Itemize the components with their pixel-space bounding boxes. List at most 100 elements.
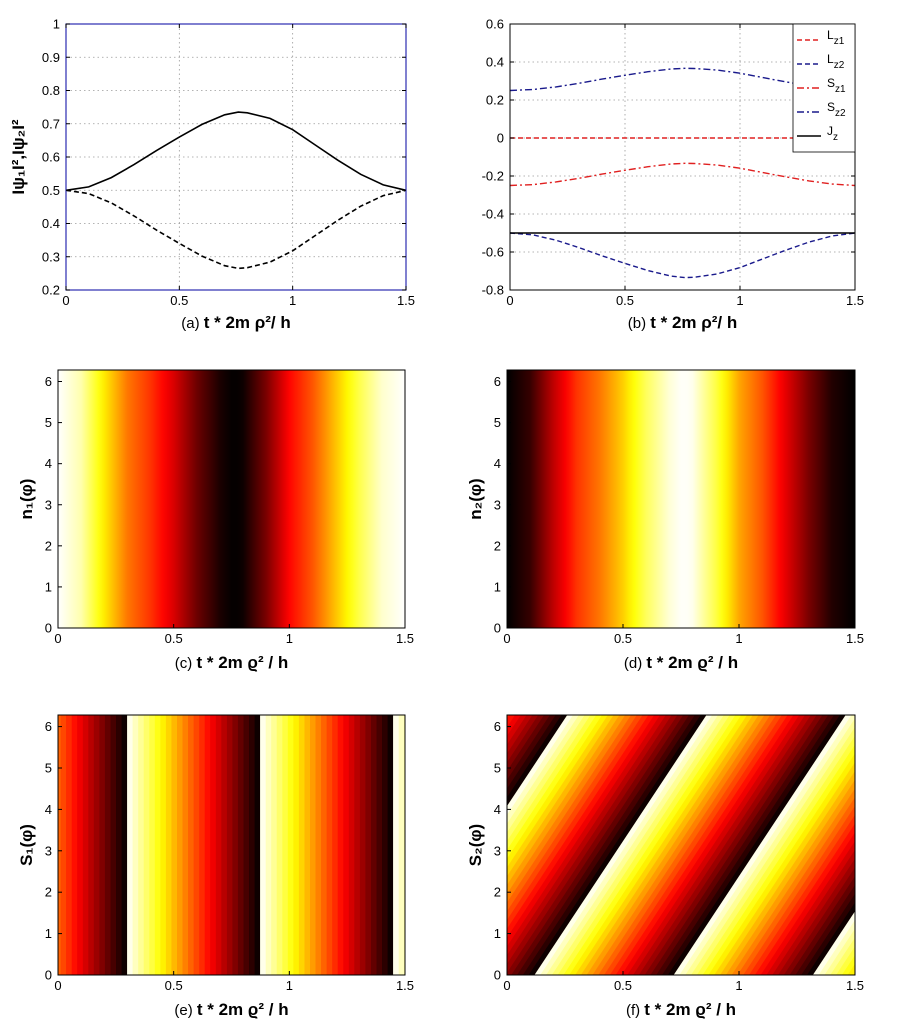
heat-band [210, 715, 217, 975]
heat-band [662, 715, 841, 975]
heat-band [410, 715, 416, 975]
y-tick-label: 2 [494, 538, 501, 553]
x-tick-label: 0 [54, 631, 61, 646]
heat-band [293, 715, 300, 975]
heat-band [708, 753, 855, 975]
legend-label: Sz1 [827, 76, 846, 95]
heat-band [789, 876, 855, 975]
x-tick-label: 0.5 [616, 293, 634, 308]
heat-band [638, 715, 818, 975]
legend-label: Sz2 [827, 100, 846, 119]
panel-a-grid [65, 23, 407, 291]
heat-band [818, 920, 855, 975]
panel-a-xlabel: (a) t * 2m ρ²/ h [181, 313, 291, 332]
heat-band [534, 715, 713, 975]
heat-band [199, 715, 206, 975]
heat-band [276, 715, 283, 975]
heat-band [731, 788, 855, 975]
panel-f: 0 0.5 1 1.5 0 1 2 3 4 5 6 S₂(φ) (f) t * 2m ϱ² / h [466, 714, 900, 1019]
y-tick-label: 5 [45, 760, 52, 775]
heat-band [193, 715, 200, 975]
heat-band [304, 715, 311, 975]
heat-band [449, 715, 455, 975]
y-tick-label: 0 [45, 621, 52, 636]
y-tick-label: 3 [45, 497, 52, 512]
legend-label: Lz1 [827, 28, 845, 47]
x-tick-label: 1 [736, 293, 743, 308]
heat-band [460, 715, 466, 975]
y-tick-label: 0.4 [42, 216, 60, 231]
x-tick-label: 0.5 [614, 978, 632, 993]
heat-band [232, 715, 239, 975]
heat-band [644, 715, 824, 975]
heat-band [438, 715, 444, 975]
panel-d-ylabel: n₂(φ) [466, 478, 485, 519]
heat-band [398, 715, 405, 975]
panel-d-frame [506, 369, 856, 629]
y-tick-label: 6 [45, 374, 52, 389]
heat-band [766, 841, 855, 975]
heat-band [93, 715, 100, 975]
heat-band [691, 727, 855, 975]
heat-band [359, 715, 367, 975]
heat-band [749, 814, 855, 975]
x-tick-label: 1.5 [846, 293, 864, 308]
heat-band [298, 715, 306, 975]
heat-band [737, 797, 855, 975]
legend-label: Jz [827, 124, 838, 143]
heat-band [321, 715, 328, 975]
heat-band [165, 715, 172, 975]
heat-band [546, 715, 725, 975]
heat-band [127, 715, 134, 975]
heat-band [778, 858, 855, 975]
y-tick-label: 6 [45, 719, 52, 734]
panel-e-frame [57, 714, 406, 976]
heat-band [315, 715, 322, 975]
heat-band [376, 715, 383, 975]
x-tick-label: 1 [735, 631, 742, 646]
heat-band [760, 832, 855, 975]
heat-band [348, 715, 355, 975]
y-tick-label: 0.6 [486, 17, 504, 32]
series-line-2 [65, 189, 407, 270]
heat-band [557, 715, 737, 975]
heat-band [604, 715, 783, 975]
heat-band [110, 715, 117, 975]
heat-band [871, 715, 900, 975]
heat-band [381, 715, 389, 975]
heat-band [282, 715, 289, 975]
heat-band [116, 715, 123, 975]
y-tick-label: -0.6 [482, 245, 504, 260]
heat-band [393, 715, 400, 975]
x-tick-label: 1.5 [846, 631, 864, 646]
y-tick-label: 4 [45, 456, 52, 471]
y-tick-label: 5 [494, 415, 501, 430]
heatmap-c [58, 370, 405, 628]
heat-band [725, 779, 855, 975]
heat-band [337, 715, 344, 975]
heat-band [586, 715, 766, 975]
heat-band [667, 715, 847, 975]
panel-d-xlabel: (d) t * 2m ϱ² / h [624, 653, 738, 672]
panel-b-xlabel: (b) t * 2m ρ²/ h [628, 313, 738, 332]
x-tick-label: 1.5 [396, 978, 414, 993]
panel-e-xlabel: (e) t * 2m ϱ² / h [174, 1000, 288, 1019]
heat-band [807, 902, 855, 975]
heat-band [77, 715, 84, 975]
heat-band [569, 715, 748, 975]
heat-band [204, 715, 211, 975]
heat-band [143, 715, 150, 975]
x-tick-label: 1 [735, 978, 742, 993]
y-tick-label: 3 [494, 843, 501, 858]
heat-band [892, 715, 898, 975]
heat-band [743, 806, 855, 975]
x-tick-label: 0.5 [165, 978, 183, 993]
heat-band [226, 715, 233, 975]
y-tick-label: 6 [494, 719, 501, 734]
panel-f-xlabel: (f) t * 2m ϱ² / h [626, 1000, 736, 1019]
heat-band [287, 715, 295, 975]
heat-band [6, 715, 12, 975]
heat-band [66, 715, 73, 975]
series-line-lz2 [509, 232, 856, 279]
heat-band [104, 715, 112, 975]
